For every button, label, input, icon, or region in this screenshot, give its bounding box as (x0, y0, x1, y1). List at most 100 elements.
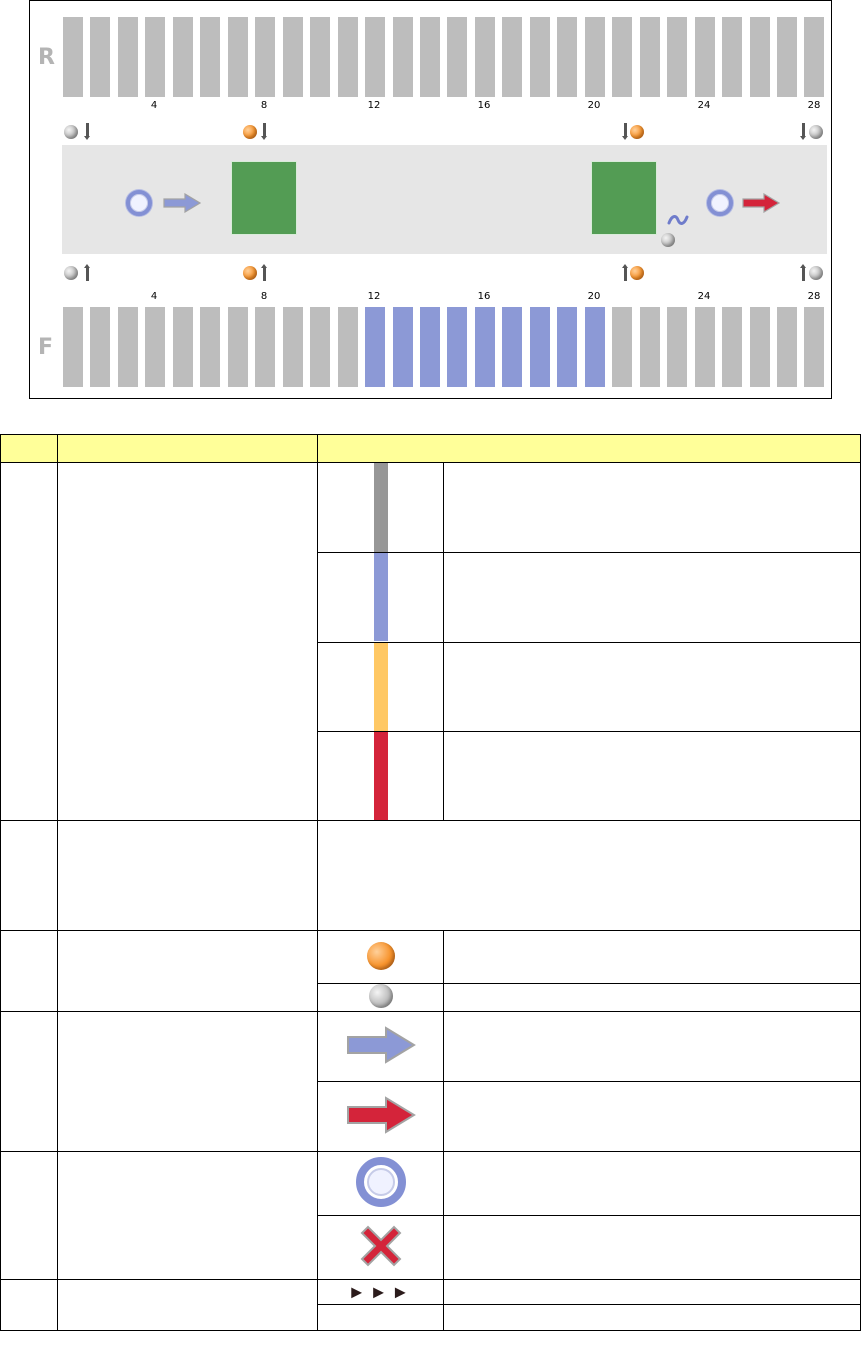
blue-swatch (373, 553, 388, 641)
swatch-cell (317, 731, 444, 821)
table-cell (0, 930, 58, 1012)
table-cell (57, 1279, 318, 1331)
top-car (750, 17, 770, 97)
up-pin-icon (261, 264, 267, 281)
table-cell (317, 1304, 444, 1331)
table-cell (443, 1279, 861, 1305)
icon-cell (317, 1215, 444, 1280)
car-number-bottom: 8 (260, 291, 268, 302)
gray-dot-icon (809, 266, 823, 280)
top-car (585, 17, 605, 97)
bottom-car (310, 307, 330, 387)
table-cell (0, 820, 58, 931)
orange-dot-icon (243, 266, 257, 280)
car-number-top: 8 (260, 100, 268, 111)
up-pin-icon (800, 264, 806, 281)
table-row (1, 1081, 861, 1152)
car-number-top: 20 (587, 100, 601, 111)
car-number-bottom: 28 (807, 291, 821, 302)
bottom-car (750, 307, 770, 387)
top-car (612, 17, 632, 97)
orange-dot-icon (366, 941, 395, 970)
top-car (557, 17, 577, 97)
blue-ring-icon (126, 190, 152, 216)
table-cell (443, 1011, 861, 1082)
swatch-cell (317, 642, 444, 732)
bottom-car (365, 307, 385, 387)
table-row (1, 1215, 861, 1280)
up-pin-icon (622, 264, 628, 281)
down-pin-icon (261, 123, 267, 140)
bottom-car (475, 307, 495, 387)
table-cell (57, 930, 318, 1012)
table-cell (0, 462, 58, 821)
top-car (393, 17, 413, 97)
row-label-bottom: F (38, 335, 54, 360)
bottom-car (338, 307, 358, 387)
car-number-bottom: 4 (150, 291, 158, 302)
table-cell (443, 1081, 861, 1152)
bottom-car (530, 307, 550, 387)
top-car (804, 17, 824, 97)
table-row (0, 930, 861, 1012)
table-row (0, 820, 861, 931)
red-cross-icon (360, 1225, 401, 1267)
gray-dot-icon (368, 984, 393, 1008)
table-cell (0, 1279, 58, 1331)
blue-arrow-icon (163, 193, 201, 213)
table-row (1, 983, 861, 1012)
orange-dot-icon (243, 125, 257, 139)
table-cell (57, 1151, 318, 1280)
green-block-left (231, 161, 297, 235)
table-header (57, 434, 318, 463)
blue-ring-icon (707, 190, 733, 216)
bottom-car (612, 307, 632, 387)
top-car (63, 17, 83, 97)
bottom-car (557, 307, 577, 387)
orange-dot-icon (630, 125, 644, 139)
blue-arrow-icon (346, 1026, 416, 1064)
car-number-top: 4 (150, 100, 158, 111)
table-row (1, 731, 861, 821)
blue-ring-icon (355, 1157, 406, 1207)
table-cell (0, 1151, 58, 1280)
swatch-cell (317, 462, 444, 553)
train-formation-diagram: R F 4 8 12 16 20 24 28 4 8 12 16 20 24 2… (29, 0, 832, 399)
down-pin-icon (622, 123, 628, 140)
top-car (145, 17, 165, 97)
bottom-car (695, 307, 715, 387)
bottom-car (722, 307, 742, 387)
top-car (90, 17, 110, 97)
icon-cell (317, 1011, 444, 1082)
table-cell (317, 820, 861, 931)
top-car (118, 17, 138, 97)
gray-dot-icon (64, 125, 78, 139)
top-car (255, 17, 275, 97)
gray-dot-icon (809, 125, 823, 139)
table-cell (443, 983, 861, 1012)
car-number-bottom: 16 (477, 291, 491, 302)
table-row (0, 462, 861, 821)
top-car (310, 17, 330, 97)
table-cell (443, 642, 861, 732)
table-cell (443, 1151, 861, 1216)
bottom-car (90, 307, 110, 387)
table-row (1, 1304, 861, 1331)
table-cell (57, 462, 318, 821)
bottom-car (118, 307, 138, 387)
top-car (722, 17, 742, 97)
bottom-car (640, 307, 660, 387)
icon-cell (317, 930, 444, 984)
bottom-car (228, 307, 248, 387)
bottom-car (777, 307, 797, 387)
bottom-car (420, 307, 440, 387)
red-arrow-icon (742, 193, 780, 213)
table-cell (57, 820, 318, 931)
bottom-car (585, 307, 605, 387)
green-block-right (591, 161, 657, 235)
table-cell (443, 1215, 861, 1280)
bottom-car (804, 307, 824, 387)
red-swatch (373, 732, 388, 820)
top-car (640, 17, 660, 97)
top-car (475, 17, 495, 97)
